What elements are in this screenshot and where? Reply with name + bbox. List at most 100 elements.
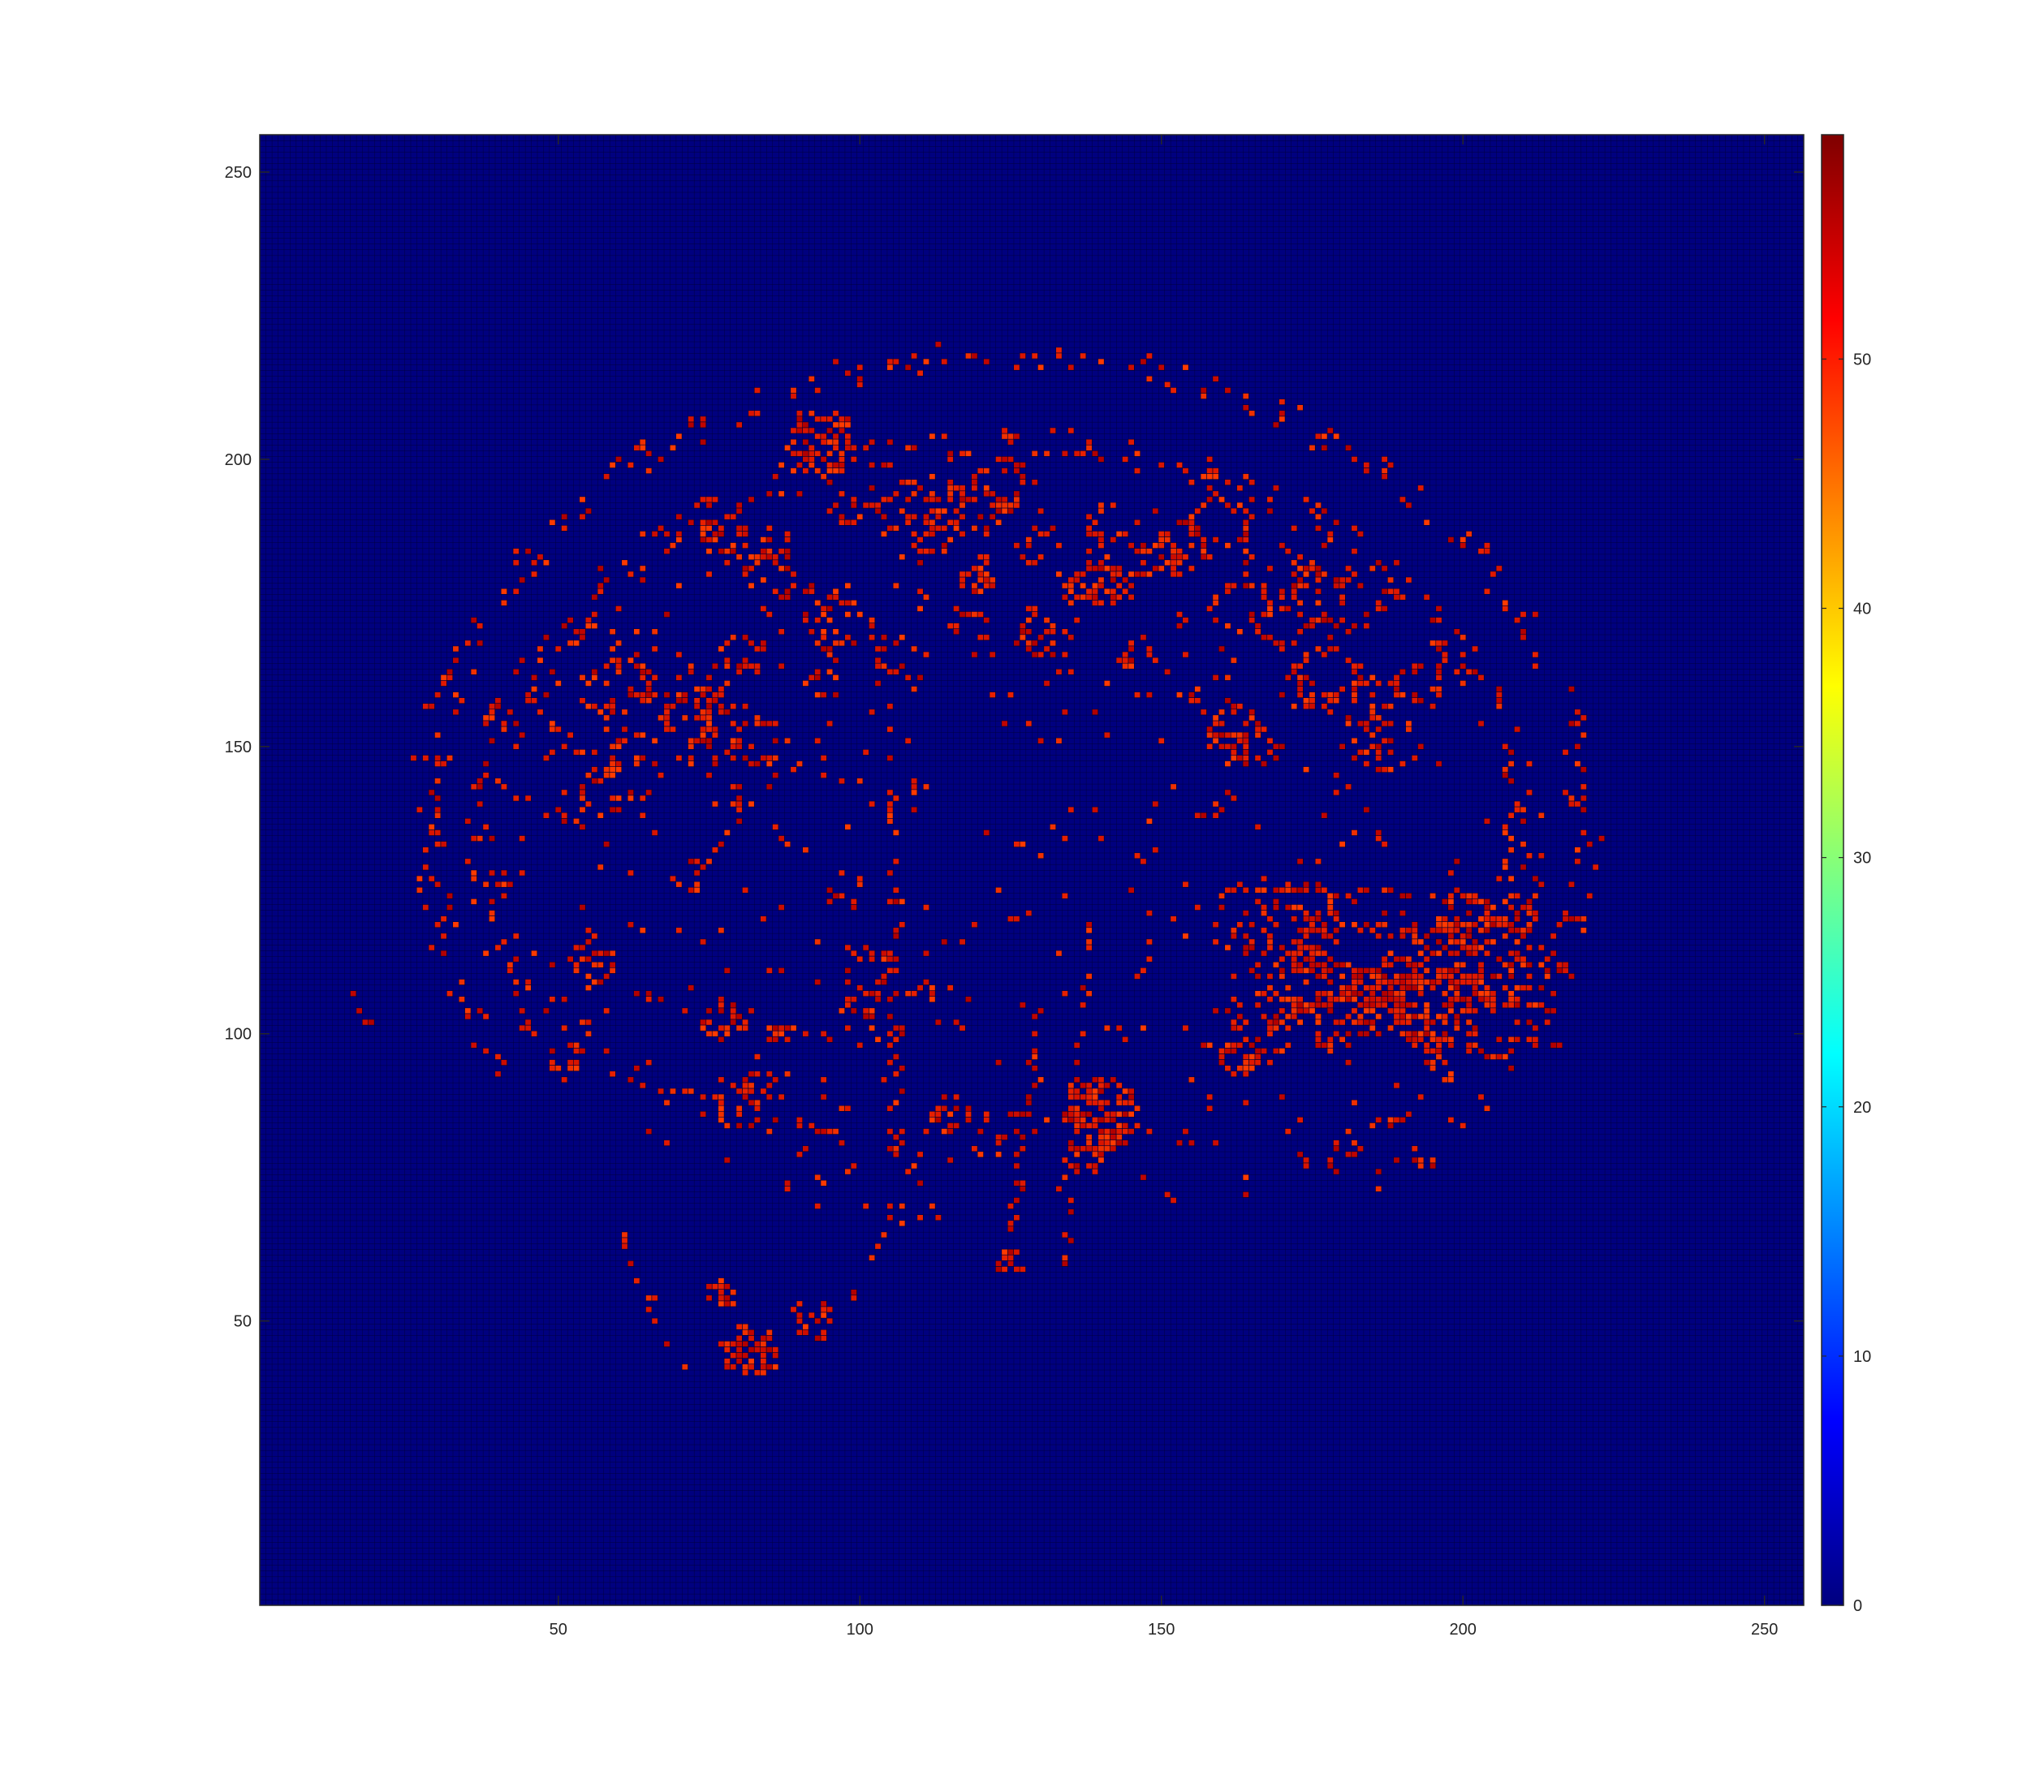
heatmap-cell: [1145, 817, 1153, 825]
heatmap-cell: [1399, 973, 1406, 980]
heatmap-cell: [507, 881, 514, 888]
heatmap-cell: [916, 674, 924, 681]
heatmap-cell: [361, 1019, 369, 1026]
heatmap-cell: [1128, 1088, 1135, 1095]
heatmap-cell: [633, 1065, 640, 1072]
heatmap-cell: [561, 622, 568, 630]
heatmap-cell: [1453, 961, 1460, 968]
heatmap-cell: [1411, 1036, 1418, 1043]
heatmap-cell: [1261, 760, 1268, 767]
heatmap-cell: [1356, 720, 1364, 727]
heatmap-cell: [880, 634, 887, 641]
heatmap-cell: [735, 531, 743, 537]
heatmap-cell: [422, 904, 429, 911]
heatmap-cell: [1326, 898, 1334, 905]
heatmap-cell: [1369, 565, 1376, 572]
heatmap-cell: [1465, 996, 1473, 1003]
heatmap-cell: [1236, 502, 1244, 509]
heatmap-cell: [1477, 548, 1485, 555]
heatmap-cell: [1200, 393, 1207, 399]
heatmap-cell: [820, 1335, 827, 1342]
heatmap-cell: [1043, 617, 1050, 623]
heatmap-cell: [899, 634, 906, 641]
heatmap-cell: [658, 525, 665, 532]
heatmap-cell: [1435, 617, 1442, 623]
heatmap-cell: [1375, 835, 1382, 842]
heatmap-cell: [688, 858, 695, 865]
heatmap-cell: [1321, 927, 1328, 934]
heatmap-cell: [1514, 726, 1521, 733]
heatmap-cell: [1309, 967, 1316, 974]
heatmap-cell: [1291, 559, 1298, 566]
heatmap-cell: [1447, 1007, 1455, 1014]
heatmap-cell: [1115, 657, 1123, 664]
heatmap-cell: [874, 645, 882, 653]
heatmap-cell: [1061, 1174, 1068, 1181]
heatmap-cell: [886, 789, 894, 796]
heatmap-cell: [512, 990, 520, 997]
heatmap-cell: [735, 737, 743, 744]
heatmap-cell: [531, 674, 538, 681]
heatmap-cell: [1254, 1036, 1261, 1043]
y-tick-label: 50: [234, 1313, 252, 1331]
heatmap-cell: [1387, 979, 1395, 985]
heatmap-cell: [922, 548, 930, 555]
heatmap-cell: [1122, 657, 1129, 664]
heatmap-cell: [645, 1306, 653, 1313]
heatmap-cell: [1544, 1019, 1551, 1026]
heatmap-cell: [1363, 760, 1370, 767]
heatmap-cell: [1073, 1168, 1080, 1175]
heatmap-cell: [784, 593, 791, 601]
heatmap-cell: [1224, 731, 1231, 739]
heatmap-cell: [1061, 628, 1068, 635]
heatmap-cell: [1435, 640, 1442, 647]
heatmap-cell: [1236, 1013, 1244, 1020]
heatmap-cell: [500, 588, 507, 595]
heatmap-cell: [1303, 886, 1310, 894]
heatmap-cell: [1303, 651, 1310, 658]
heatmap-cell: [911, 531, 918, 537]
heatmap-cell: [723, 548, 731, 555]
heatmap-cell: [1261, 910, 1268, 916]
heatmap-cell: [603, 973, 610, 980]
heatmap-cell: [705, 1007, 713, 1014]
heatmap-cell: [1483, 1105, 1490, 1112]
heatmap-cell: [1242, 507, 1249, 515]
heatmap-cell: [1080, 984, 1087, 991]
heatmap-cell: [669, 726, 676, 733]
heatmap-cell: [1296, 950, 1304, 957]
heatmap-cell: [1182, 467, 1189, 474]
heatmap-cell: [477, 640, 484, 647]
heatmap-cell: [1025, 605, 1033, 612]
heatmap-cell: [542, 634, 550, 641]
heatmap-cell: [1472, 1024, 1479, 1032]
heatmap-cell: [705, 714, 713, 722]
heatmap-cell: [1279, 645, 1286, 653]
heatmap-cell: [723, 1157, 731, 1164]
heatmap-cell: [784, 565, 791, 572]
heatmap-cell: [869, 1024, 876, 1032]
heatmap-cell: [1200, 536, 1207, 543]
heatmap-cell: [1080, 1093, 1087, 1101]
heatmap-cell: [844, 967, 852, 974]
heatmap-cell: [1152, 542, 1159, 549]
heatmap-cell: [1435, 691, 1442, 698]
heatmap-cell: [524, 1019, 532, 1026]
heatmap-cell: [621, 737, 628, 744]
heatmap-cell: [573, 1048, 580, 1054]
heatmap-cell: [899, 662, 906, 670]
heatmap-cell: [1507, 904, 1515, 911]
heatmap-cell: [765, 1024, 773, 1032]
heatmap-cell: [1321, 967, 1328, 974]
heatmap-cell: [639, 668, 646, 675]
heatmap-cell: [1514, 893, 1521, 899]
heatmap-cell: [723, 1294, 731, 1302]
heatmap-cell: [814, 450, 821, 457]
heatmap-cell: [1507, 835, 1515, 842]
heatmap-cell: [983, 490, 990, 498]
heatmap-cell: [1272, 1019, 1279, 1026]
heatmap-cell: [947, 536, 954, 543]
heatmap-cell: [1477, 898, 1485, 905]
heatmap-cell: [705, 772, 713, 779]
heatmap-cell: [1393, 559, 1400, 566]
